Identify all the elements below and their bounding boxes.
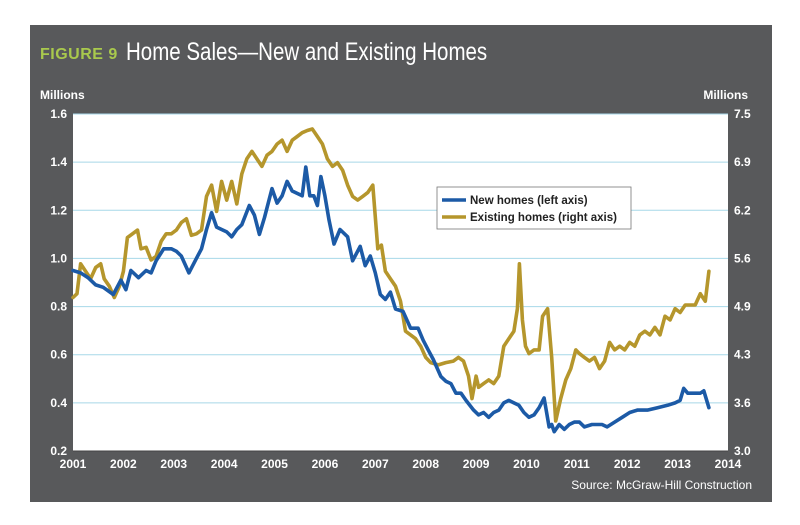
x-tick-label: 2002 [110, 457, 137, 471]
x-tick-label: 2013 [664, 457, 691, 471]
x-tick-label: 2005 [261, 457, 288, 471]
legend: New homes (left axis) Existing homes (ri… [436, 186, 632, 230]
y-left-tick-label: 0.2 [50, 444, 67, 458]
legend-box [436, 186, 632, 230]
y-left-tick-label: 1.4 [50, 155, 67, 169]
figure-label: FIGURE 9 [40, 46, 118, 63]
x-tick-label: 2004 [211, 457, 238, 471]
y-left-tick-label: 0.8 [50, 300, 67, 314]
y-left-axis-label: Millions [40, 88, 85, 102]
y-right-tick-label: 6.2 [734, 203, 751, 217]
x-tick-label: 2014 [715, 457, 742, 471]
y-right-tick-label: 5.6 [734, 251, 751, 265]
y-left-tick-label: 1.6 [50, 107, 67, 121]
series-lines [71, 127, 711, 434]
series-line-existing-homes [71, 127, 711, 423]
figure-title: Home Sales—New and Existing Homes [126, 38, 488, 66]
x-tick-label: 2011 [564, 457, 590, 471]
y-left-tick-label: 1.0 [50, 251, 67, 265]
y-right-tick-label: 4.9 [734, 300, 751, 314]
source-note: Source: McGraw-Hill Construction [571, 478, 752, 492]
series-line-new-homes [71, 165, 711, 434]
y-right-tick-label: 3.0 [734, 444, 751, 458]
x-tick-label: 2006 [312, 457, 339, 471]
axes: 0.2 0.4 0.6 0.8 1.0 1.2 1.4 1.6 3.0 3.6 4.3 4.9 5.6 6… [50, 107, 751, 471]
x-tick-label: 2001 [60, 457, 87, 471]
y-right-tick-label: 3.6 [734, 396, 751, 410]
y-left-tick-label: 0.6 [50, 348, 67, 362]
x-tick-label: 2003 [160, 457, 187, 471]
y-right-axis-label: Millions [703, 88, 748, 102]
y-right-tick-label: 7.5 [734, 107, 751, 121]
x-tick-label: 2008 [412, 457, 439, 471]
x-tick-label: 2010 [513, 457, 540, 471]
y-right-tick-label: 4.3 [734, 348, 751, 362]
y-right-tick-label: 6.9 [734, 155, 751, 169]
plot-area [73, 114, 728, 451]
x-tick-label: 2012 [614, 457, 641, 471]
legend-label-existing-homes: Existing homes (right axis) [470, 212, 617, 224]
y-left-tick-label: 1.2 [50, 203, 67, 217]
x-tick-label: 2007 [362, 457, 389, 471]
legend-label-new-homes: New homes (left axis) [470, 195, 588, 207]
x-tick-label: 2009 [463, 457, 490, 471]
y-left-tick-label: 0.4 [50, 396, 67, 410]
